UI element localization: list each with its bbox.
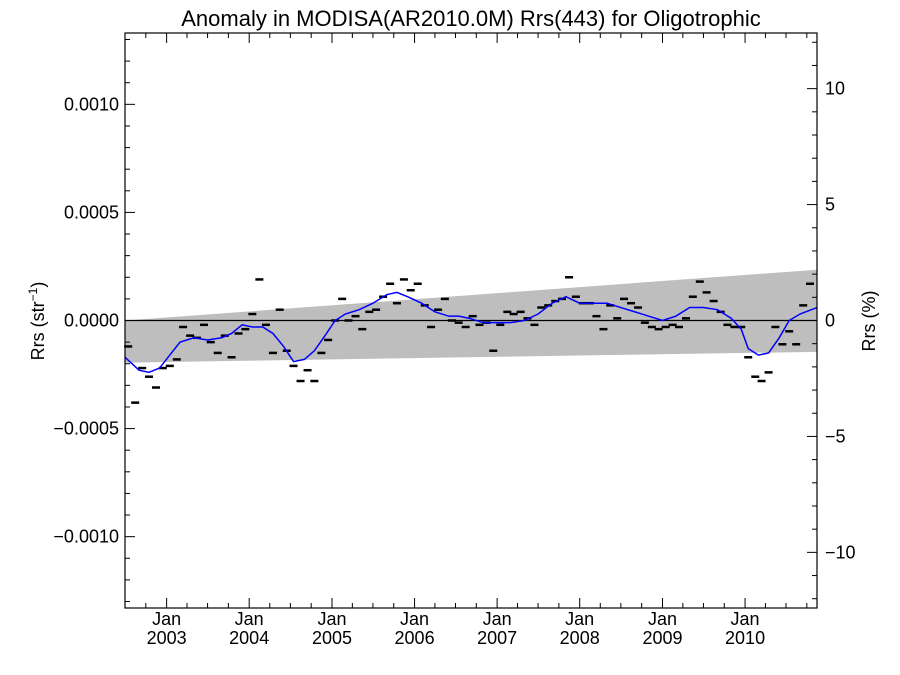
- y-axis-label-right: Rrs (%): [859, 291, 879, 352]
- y-axis-label-left-base: Rrs (str: [28, 301, 48, 360]
- y-tick-label: −0.0010: [53, 527, 119, 547]
- axes: 0.0010 0.0005 0.0000 −0.0005 −0.0010 10 5 0 −5 −1…: [53, 33, 856, 648]
- x-tick-year-label: 2005: [312, 628, 352, 648]
- x-tick-month-label: Jan: [400, 609, 429, 629]
- y2-tick-label: −5: [825, 426, 846, 446]
- y-tick-label: 0.0005: [64, 202, 119, 222]
- x-tick-month-label: Jan: [235, 609, 264, 629]
- y-axis-label-left: Rrs (str−1): [26, 282, 48, 361]
- x-tick-year-label: 2006: [395, 628, 435, 648]
- y2-tick-label: 0: [825, 311, 835, 331]
- x-tick-month-label: Jan: [648, 609, 677, 629]
- x-tick-year-label: 2010: [725, 628, 765, 648]
- x-tick-year-label: 2009: [642, 628, 682, 648]
- x-tick-year-label: 2007: [477, 628, 517, 648]
- y-tick-label: 0.0010: [64, 94, 119, 114]
- x-tick-year-label: 2003: [147, 628, 187, 648]
- x-tick-year-label: 2004: [229, 628, 269, 648]
- smoothed-anomaly-line: [124, 291, 818, 374]
- x-tick-month-label: Jan: [317, 609, 346, 629]
- y-tick-label: 0.0000: [64, 311, 119, 331]
- x-tick-month-label: Jan: [731, 609, 760, 629]
- y-axis-label-left-sup: −1: [26, 287, 40, 301]
- x-tick-year-label: 2008: [560, 628, 600, 648]
- plot-area: [124, 269, 818, 404]
- y2-tick-label: −10: [825, 542, 856, 562]
- y-tick-label: −0.0005: [53, 419, 119, 439]
- x-tick-month-label: Jan: [152, 609, 181, 629]
- x-tick-month-label: Jan: [483, 609, 512, 629]
- y2-tick-label: 5: [825, 195, 835, 215]
- chart-title: Anomaly in MODISA(AR2010.0M) Rrs(443) fo…: [181, 6, 761, 31]
- y-axis-label-left-close: ): [28, 282, 48, 288]
- y2-tick-label: 10: [825, 79, 845, 99]
- x-tick-month-label: Jan: [565, 609, 594, 629]
